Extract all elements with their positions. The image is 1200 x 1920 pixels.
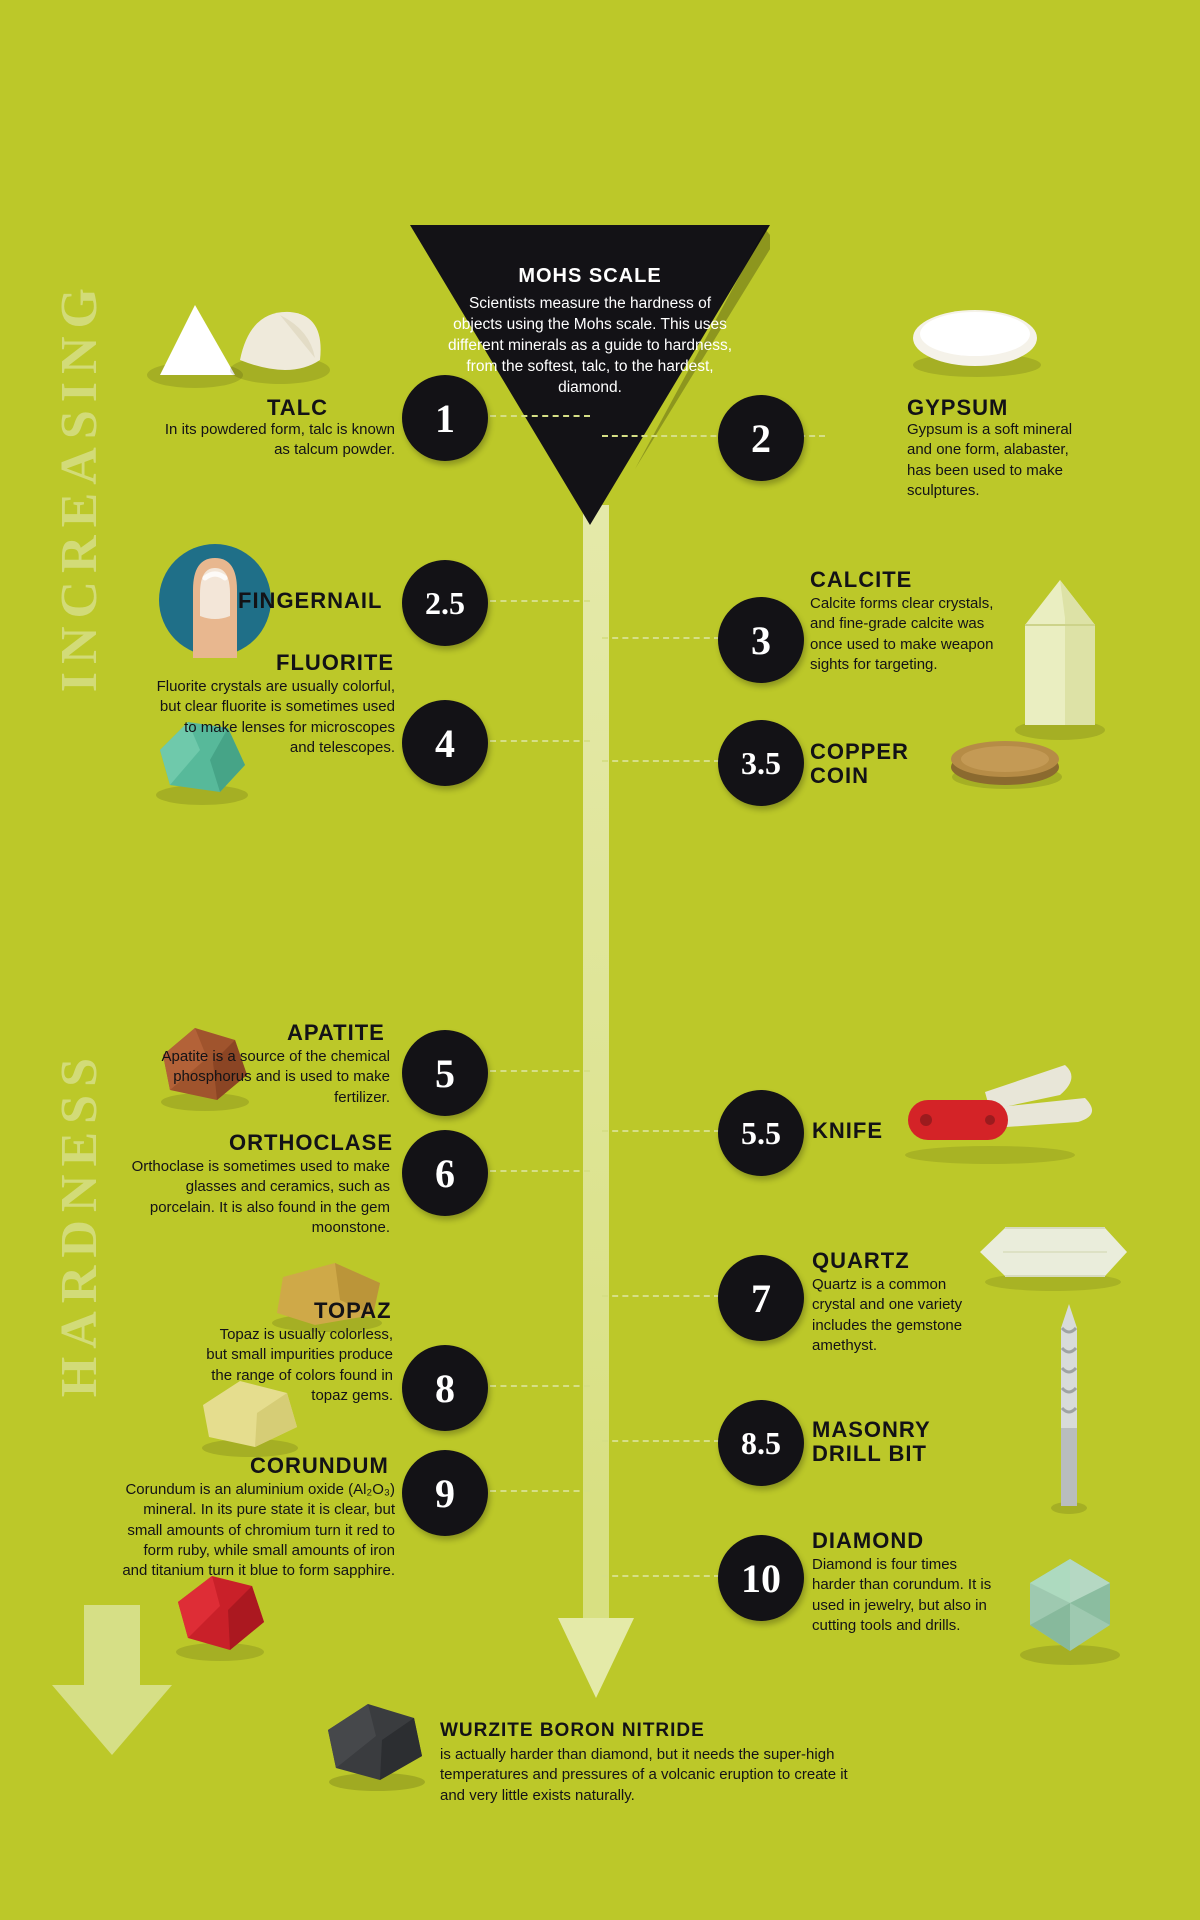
item-title: APATITE [287, 1020, 385, 1046]
connector-dash [490, 1170, 590, 1172]
number-circle: 3.5 [718, 720, 804, 806]
number-circle: 3 [718, 597, 804, 683]
item-title: DIAMOND [812, 1528, 924, 1554]
connector-dash [602, 637, 720, 639]
number-circle: 5 [402, 1030, 488, 1116]
connector-dash [602, 1440, 720, 1442]
footer-desc: is actually harder than diamond, but it … [440, 1745, 870, 1806]
item-title: FINGERNAIL [238, 588, 382, 614]
quartz-icon [975, 1210, 1135, 1295]
item-title: GYPSUM [907, 395, 1008, 421]
connector-dash [490, 1385, 590, 1387]
item-desc: Apatite is a source of the chemical phos… [150, 1047, 390, 1108]
number-circle: 8.5 [718, 1400, 804, 1486]
header-text-block: MOHS SCALE Scientists measure the hardne… [445, 265, 735, 399]
calcite-icon [1010, 570, 1115, 745]
item-desc: Diamond is four times harder than corund… [812, 1555, 992, 1636]
sidebar-arrow-icon [52, 1605, 172, 1755]
item-title: KNIFE [812, 1118, 883, 1144]
item-title: COPPER COIN [810, 740, 930, 788]
item-title: QUARTZ [812, 1248, 910, 1274]
item-desc: Orthoclase is sometimes used to make gla… [130, 1157, 390, 1238]
number-circle: 2.5 [402, 560, 488, 646]
number-circle: 5.5 [718, 1090, 804, 1176]
connector-dash [490, 415, 590, 417]
item-desc: In its powdered form, talc is known as t… [145, 420, 395, 461]
talc-icon [140, 280, 340, 390]
item-desc: Quartz is a common crystal and one varie… [812, 1275, 970, 1356]
item-desc: Topaz is usually colorless, but small im… [198, 1325, 393, 1406]
item-desc: Calcite forms clear crystals, and fine-g… [810, 594, 1000, 675]
item-title: TALC [267, 395, 328, 421]
item-title: CALCITE [810, 567, 912, 593]
label-increasing: INCREASING [50, 280, 109, 692]
item-desc: Fluorite crystals are usually colorful, … [155, 677, 395, 758]
number-circle: 6 [402, 1130, 488, 1216]
number-circle: 10 [718, 1535, 804, 1621]
center-arrow-head-icon [558, 1618, 634, 1698]
corundum-icon [170, 1570, 275, 1665]
gypsum-icon [905, 300, 1055, 380]
number-circle: 7 [718, 1255, 804, 1341]
connector-dash [490, 1490, 590, 1492]
diamond-icon [1012, 1555, 1132, 1670]
number-circle: 9 [402, 1450, 488, 1536]
connector-dash [490, 600, 590, 602]
header-title: MOHS SCALE [445, 265, 735, 288]
footer-title: WURZITE BORON NITRIDE [440, 1720, 705, 1742]
item-title: MASONRY DRILL BIT [812, 1418, 942, 1466]
item-title: TOPAZ [314, 1298, 392, 1324]
knife-icon [890, 1060, 1115, 1170]
item-desc: Corundum is an aluminium oxide (Al₂O₃) m… [115, 1480, 395, 1581]
number-circle: 4 [402, 700, 488, 786]
number-circle: 2 [718, 395, 804, 481]
connector-dash [602, 1130, 720, 1132]
connector-dash [602, 1295, 720, 1297]
item-desc: Gypsum is a soft mineral and one form, a… [907, 420, 1085, 501]
number-circle: 1 [402, 375, 488, 461]
connector-dash [490, 1070, 590, 1072]
drill-bit-icon [1045, 1298, 1095, 1518]
connector-dash [490, 740, 590, 742]
label-hardness: HARDNESS [50, 1050, 109, 1397]
connector-dash [602, 760, 720, 762]
header-body: Scientists measure the hardness of objec… [445, 294, 735, 399]
connector-dash [602, 1575, 720, 1577]
item-title: ORTHOCLASE [229, 1130, 393, 1156]
wurzite-icon [322, 1700, 437, 1795]
center-arrow-icon [583, 505, 609, 1705]
number-circle: 8 [402, 1345, 488, 1431]
item-title: FLUORITE [276, 650, 394, 676]
copper-coin-icon [945, 725, 1075, 795]
item-title: CORUNDUM [250, 1453, 389, 1479]
